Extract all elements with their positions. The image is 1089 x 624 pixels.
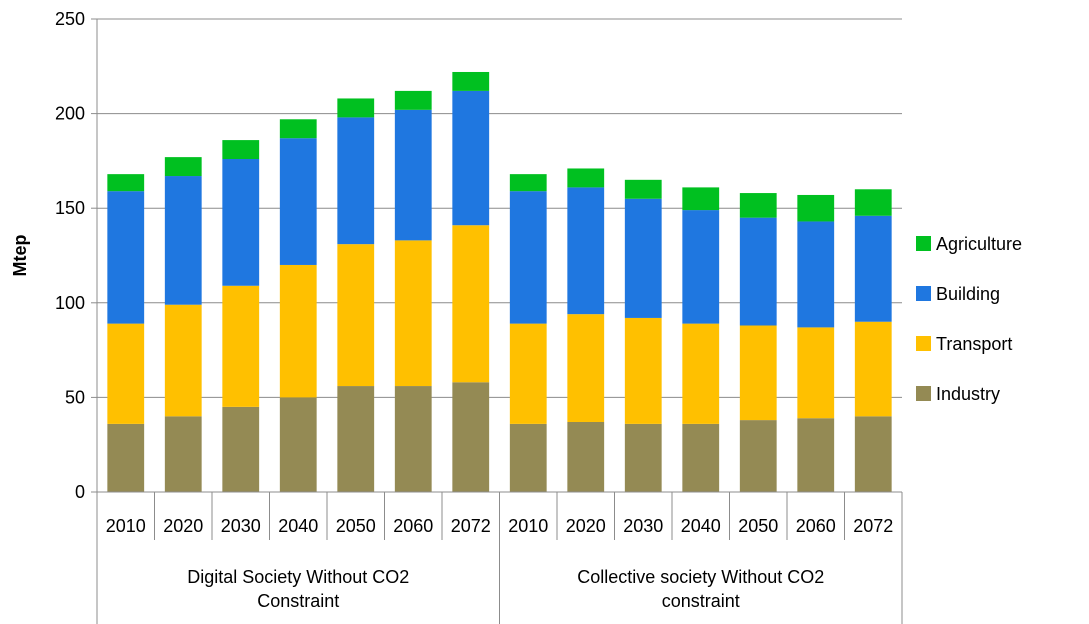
bar-building bbox=[222, 159, 260, 286]
y-tick-label: 200 bbox=[55, 104, 85, 124]
legend: Agriculture Building Transport Industry bbox=[916, 234, 1022, 404]
bar-building bbox=[337, 117, 375, 245]
x-group-labels: Digital Society Without CO2 Constraint Col… bbox=[187, 567, 824, 611]
bar-building bbox=[739, 217, 777, 326]
bar-industry bbox=[279, 397, 317, 492]
bar-agriculture bbox=[279, 119, 317, 139]
bar-transport bbox=[337, 244, 375, 387]
y-tick-label: 100 bbox=[55, 293, 85, 313]
x-tick-label: 2072 bbox=[853, 516, 893, 536]
bar-industry bbox=[797, 418, 835, 492]
bar-building bbox=[394, 109, 432, 241]
x-tick-label: 2010 bbox=[106, 516, 146, 536]
bar-agriculture bbox=[739, 193, 777, 218]
bar-agriculture bbox=[452, 71, 490, 91]
x-tick-label: 2072 bbox=[451, 516, 491, 536]
bar-building bbox=[107, 191, 145, 324]
bar-building bbox=[567, 187, 605, 315]
bar-transport bbox=[452, 225, 490, 383]
bar-agriculture bbox=[107, 174, 145, 192]
legend-label: Industry bbox=[936, 384, 1000, 404]
x-tick-label: 2030 bbox=[221, 516, 261, 536]
bar-transport bbox=[107, 323, 145, 424]
bar-building bbox=[164, 176, 202, 305]
bar-agriculture bbox=[509, 174, 547, 192]
bar-transport bbox=[164, 304, 202, 417]
bar-transport bbox=[509, 323, 547, 424]
bar-industry bbox=[739, 420, 777, 492]
y-tick-label: 250 bbox=[55, 9, 85, 29]
legend-swatch-transport bbox=[916, 336, 931, 351]
bar-transport bbox=[682, 323, 720, 424]
bar-transport bbox=[222, 285, 260, 407]
bar-transport bbox=[797, 327, 835, 419]
bar-transport bbox=[279, 264, 317, 398]
legend-label: Transport bbox=[936, 334, 1012, 354]
y-tick-label: 50 bbox=[65, 387, 85, 407]
bar-building bbox=[682, 210, 720, 324]
bar-industry bbox=[567, 422, 605, 492]
bar-agriculture bbox=[567, 168, 605, 188]
bar-industry bbox=[107, 423, 145, 492]
bar-building bbox=[279, 138, 317, 265]
x-tick-label: 2060 bbox=[796, 516, 836, 536]
x-tick-label: 2010 bbox=[508, 516, 548, 536]
gridlines bbox=[97, 18, 902, 398]
x-tick-label: 2030 bbox=[623, 516, 663, 536]
legend-swatch-industry bbox=[916, 386, 931, 401]
bar-transport bbox=[854, 321, 892, 417]
bar-industry bbox=[624, 423, 662, 492]
y-tick-label: 0 bbox=[75, 482, 85, 502]
bar-building bbox=[509, 191, 547, 324]
x-tick-label: 2050 bbox=[336, 516, 376, 536]
x-group-label: Collective society Without CO2 constraint bbox=[577, 567, 824, 611]
bar-agriculture bbox=[682, 187, 720, 211]
bar-building bbox=[624, 198, 662, 318]
y-tick-labels: 0 50 100 150 200 250 bbox=[55, 9, 85, 502]
x-tick-label: 2020 bbox=[566, 516, 606, 536]
bar-transport bbox=[739, 325, 777, 421]
bar-industry bbox=[164, 416, 202, 492]
y-tick-label: 150 bbox=[55, 198, 85, 218]
x-tick-labels: 2010 2020 2030 2040 2050 2060 2072 2010 2020 2030… bbox=[106, 516, 894, 536]
bar-agriculture bbox=[337, 98, 375, 118]
bar-industry bbox=[394, 386, 432, 492]
bar-building bbox=[452, 90, 490, 226]
bar-agriculture bbox=[854, 189, 892, 216]
bar-transport bbox=[394, 240, 432, 387]
bar-agriculture bbox=[394, 90, 432, 110]
bar-transport bbox=[624, 317, 662, 424]
legend-swatch-building bbox=[916, 286, 931, 301]
bar-building bbox=[797, 221, 835, 328]
x-tick-label: 2020 bbox=[163, 516, 203, 536]
bar-agriculture bbox=[222, 140, 260, 160]
bar-building bbox=[854, 215, 892, 322]
bar-agriculture bbox=[624, 179, 662, 199]
bar-industry bbox=[682, 423, 720, 492]
bar-industry bbox=[854, 416, 892, 492]
axes bbox=[91, 18, 903, 624]
legend-swatch-agriculture bbox=[916, 236, 931, 251]
x-tick-label: 2050 bbox=[738, 516, 778, 536]
legend-label: Building bbox=[936, 284, 1000, 304]
x-group-label: Digital Society Without CO2 Constraint bbox=[187, 567, 409, 611]
legend-label: Agriculture bbox=[936, 234, 1022, 254]
bar-agriculture bbox=[164, 157, 202, 177]
y-axis-label: Mtep bbox=[10, 235, 30, 277]
bar-industry bbox=[452, 382, 490, 492]
bar-agriculture bbox=[797, 194, 835, 222]
bar-transport bbox=[567, 314, 605, 422]
x-tick-label: 2040 bbox=[278, 516, 318, 536]
x-tick-label: 2040 bbox=[681, 516, 721, 536]
x-tick-label: 2060 bbox=[393, 516, 433, 536]
bar-industry bbox=[337, 386, 375, 492]
bar-industry bbox=[222, 406, 260, 492]
bars bbox=[107, 71, 892, 492]
bar-industry bbox=[509, 423, 547, 492]
